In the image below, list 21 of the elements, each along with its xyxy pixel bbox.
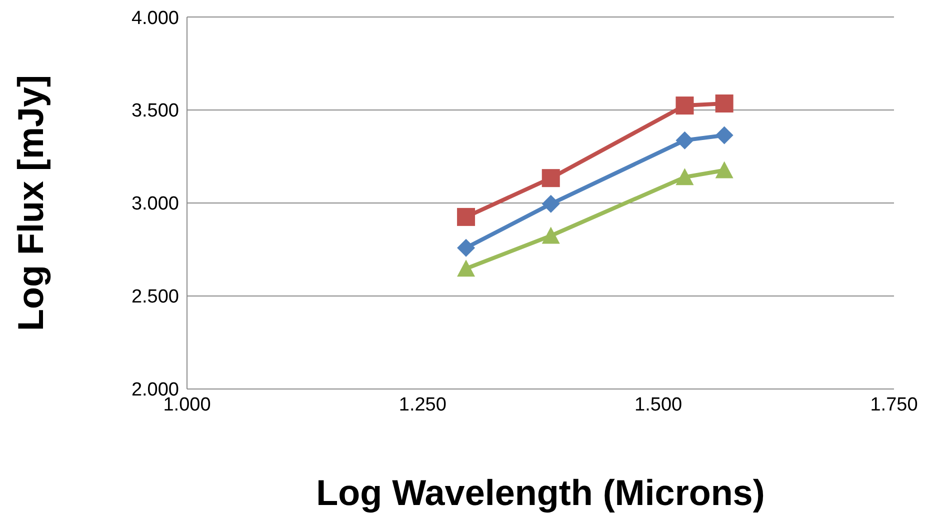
point: [715, 126, 734, 144]
point: [715, 161, 734, 178]
point: [676, 96, 694, 115]
y-tick-label: 2.500: [131, 286, 179, 308]
point: [457, 260, 476, 277]
y-axis-title: Log Flux [mJy]: [10, 74, 51, 332]
point: [542, 194, 560, 213]
x-tick-label: 1.250: [398, 394, 446, 416]
x-tick-label: 1.750: [870, 394, 918, 416]
x-tick-label: 1.500: [634, 394, 682, 416]
point: [676, 168, 694, 186]
point: [457, 238, 476, 257]
y-tick-label: 3.500: [131, 100, 179, 122]
y-tick-label: 4.000: [131, 8, 179, 29]
point: [542, 169, 560, 188]
point: [457, 208, 476, 226]
point: [676, 131, 694, 150]
point: [542, 226, 560, 244]
y-tick-label: 3.000: [131, 194, 179, 215]
x-axis-title: Log Wavelength (Microns): [316, 472, 765, 513]
point: [715, 94, 734, 112]
